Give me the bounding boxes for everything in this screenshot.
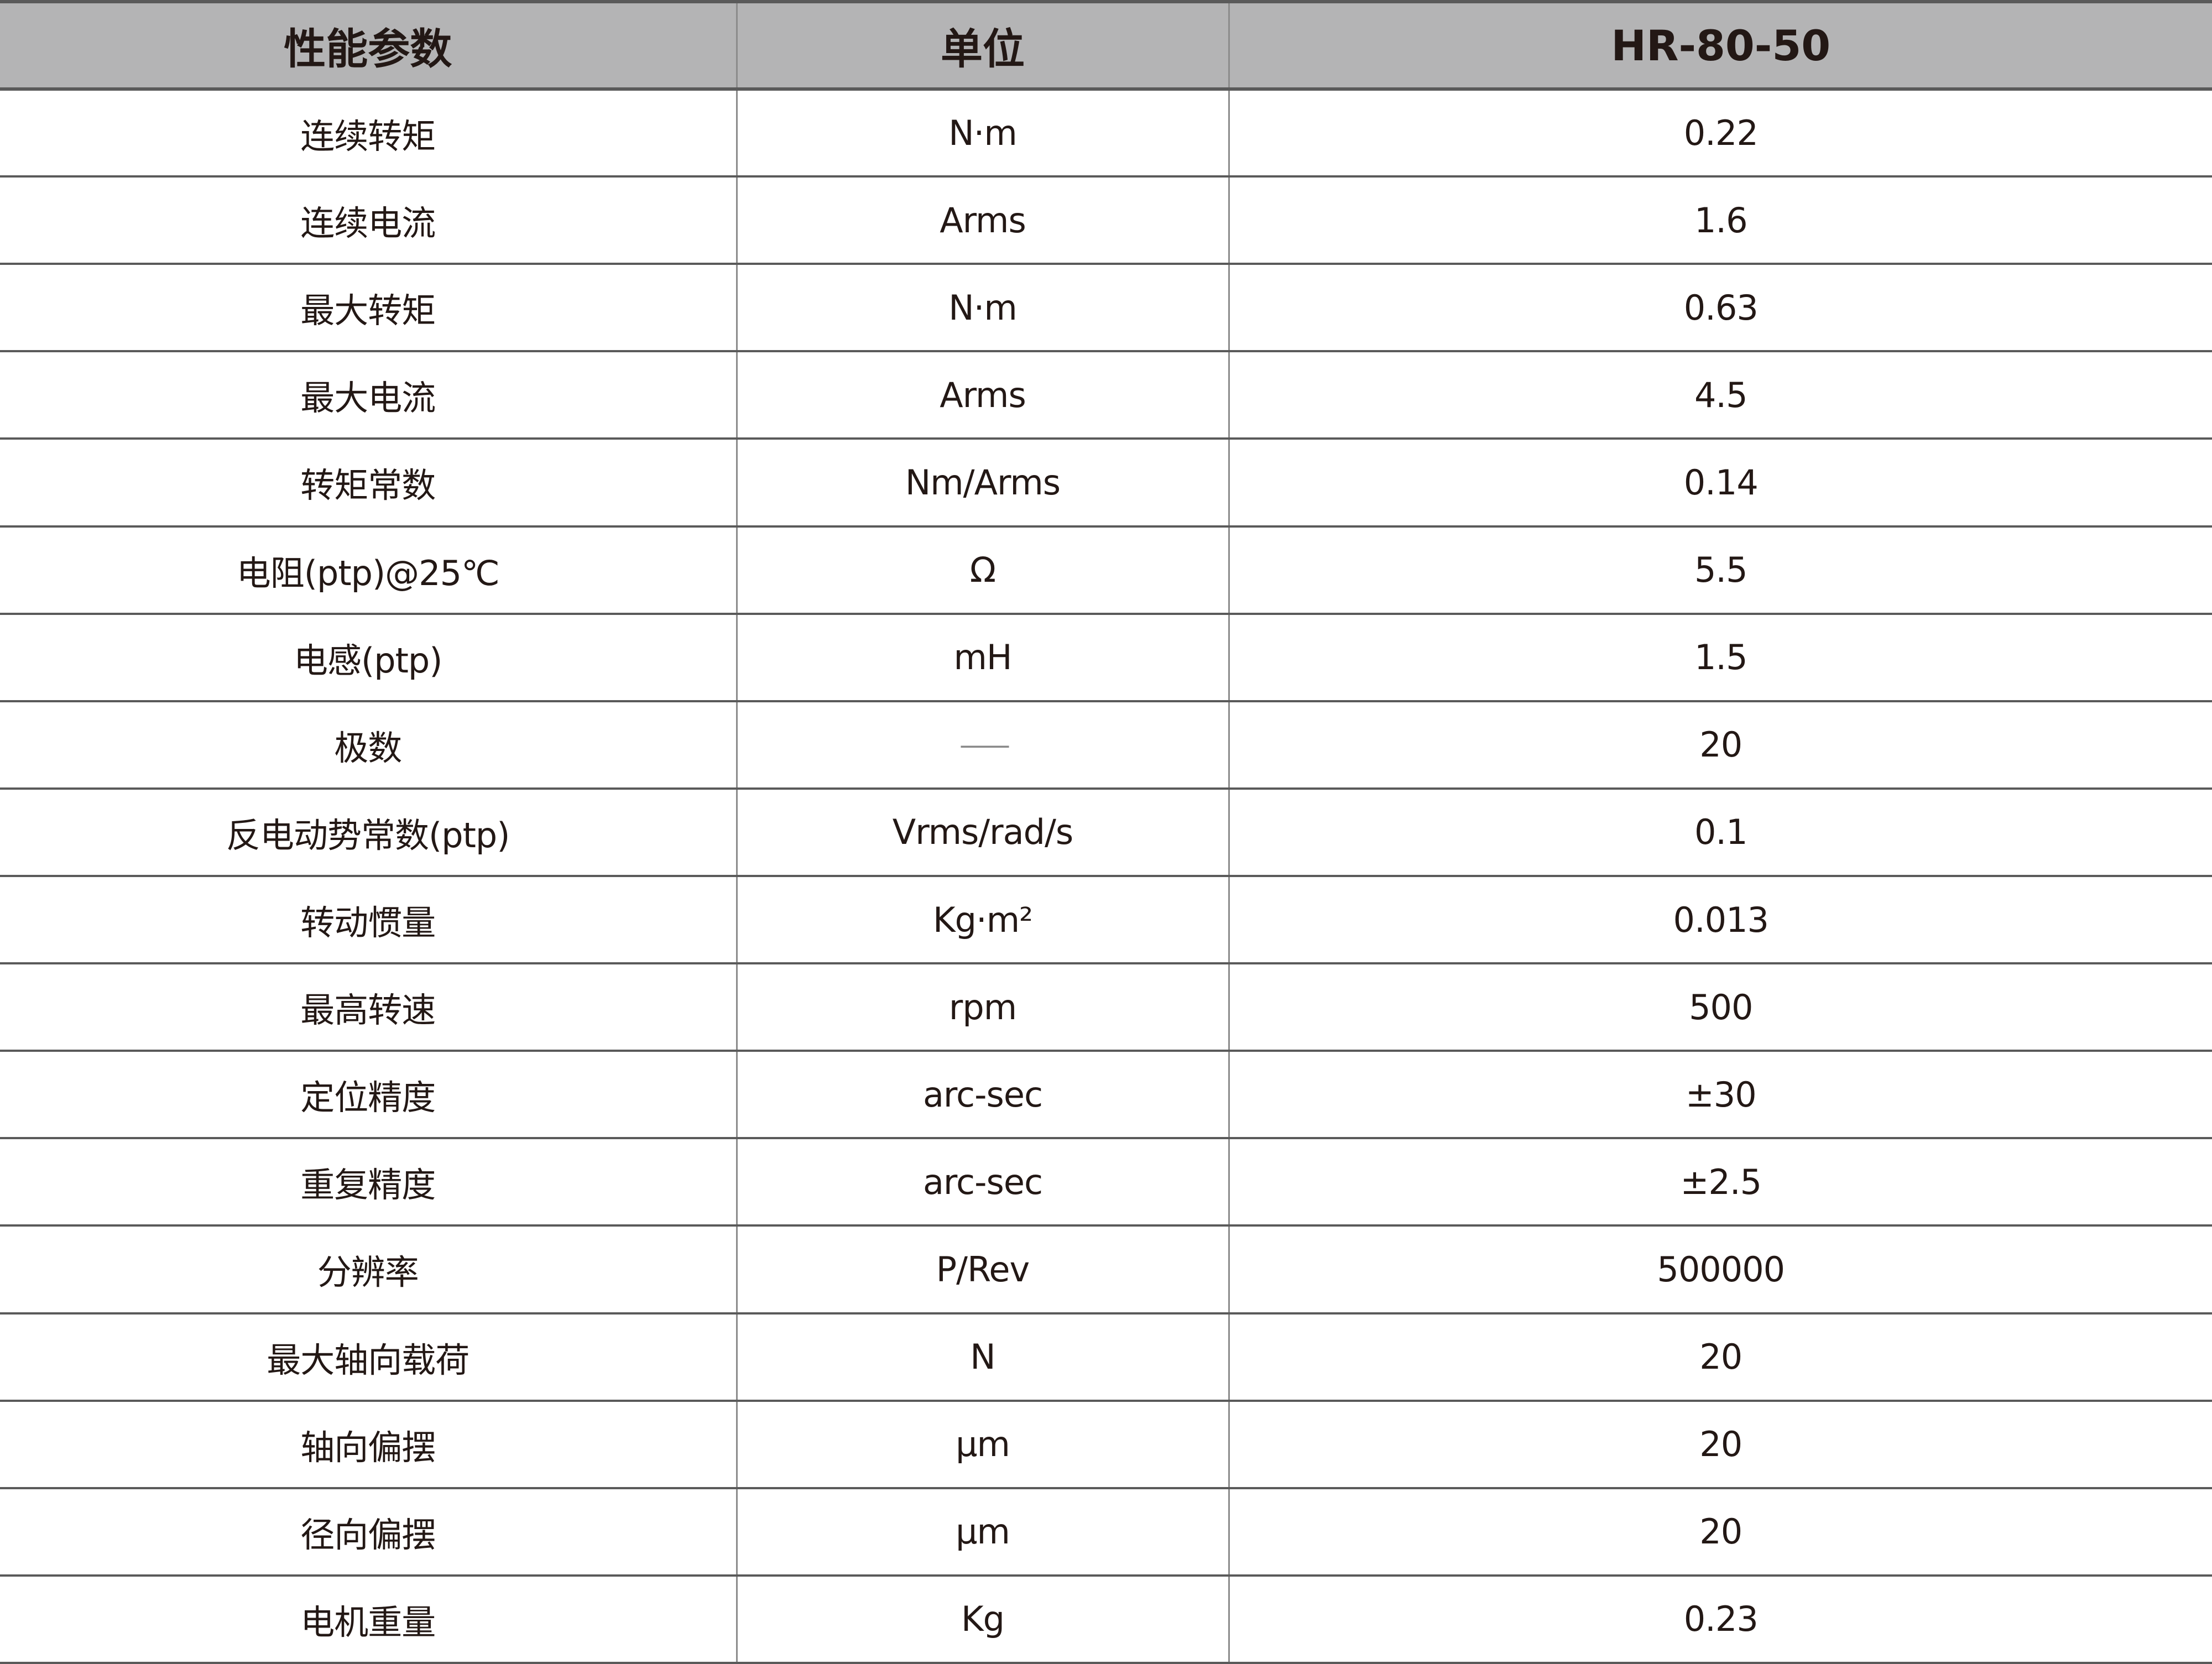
unit-cell: Arms <box>735 350 1230 440</box>
table-row: 极数 —— 20 <box>0 700 2212 790</box>
table-body: 连续转矩 N·m 0.22 连续电流 Arms 1.6 最大转矩 N·m 0.63 最大电流 Arm… <box>0 87 2212 1664</box>
table-row: 转动惯量 Kg·m² 0.013 <box>0 874 2212 965</box>
param-cell: 电机重量 <box>0 1574 738 1664</box>
param-cell: 最高转速 <box>0 962 738 1052</box>
value-cell: 5.5 <box>1228 525 2212 615</box>
param-cell: 反电动势常数(ptp) <box>0 787 738 877</box>
unit-cell: N·m <box>735 263 1230 353</box>
table-row: 电阻(ptp)@25℃ Ω 5.5 <box>0 525 2212 615</box>
table-header: 性能参数 单位 HR-80-50 <box>0 0 2212 91</box>
unit-cell: Arms <box>735 175 1230 265</box>
unit-cell: μm <box>735 1399 1230 1489</box>
header-model: HR-80-50 <box>1228 0 2212 91</box>
unit-cell: Ω <box>735 525 1230 615</box>
param-cell: 定位精度 <box>0 1050 738 1140</box>
param-cell: 电感(ptp) <box>0 612 738 702</box>
param-cell: 连续电流 <box>0 175 738 265</box>
unit-cell: Kg·m² <box>735 874 1230 965</box>
value-cell: ±30 <box>1228 1050 2212 1140</box>
table-row: 电机重量 Kg 0.23 <box>0 1574 2212 1664</box>
unit-cell: N·m <box>735 87 1230 178</box>
unit-cell: P/Rev <box>735 1224 1230 1314</box>
value-cell: 0.1 <box>1228 787 2212 877</box>
value-cell: 20 <box>1228 1399 2212 1489</box>
table-row: 径向偏摆 μm 20 <box>0 1486 2212 1577</box>
table-row: 最大轴向载荷 N 20 <box>0 1312 2212 1402</box>
unit-cell: —— <box>735 700 1230 790</box>
table-row: 电感(ptp) mH 1.5 <box>0 612 2212 702</box>
param-cell: 最大转矩 <box>0 263 738 353</box>
unit-cell: arc-sec <box>735 1137 1230 1227</box>
table-row: 轴向偏摆 μm 20 <box>0 1399 2212 1489</box>
value-cell: 20 <box>1228 700 2212 790</box>
param-cell: 最大轴向载荷 <box>0 1312 738 1402</box>
value-cell: 0.63 <box>1228 263 2212 353</box>
param-cell: 转矩常数 <box>0 437 738 528</box>
unit-cell: μm <box>735 1486 1230 1577</box>
param-cell: 电阻(ptp)@25℃ <box>0 525 738 615</box>
param-cell: 最大电流 <box>0 350 738 440</box>
param-cell: 轴向偏摆 <box>0 1399 738 1489</box>
table-row: 重复精度 arc-sec ±2.5 <box>0 1137 2212 1227</box>
param-cell: 分辨率 <box>0 1224 738 1314</box>
unit-cell: rpm <box>735 962 1230 1052</box>
unit-cell: mH <box>735 612 1230 702</box>
table-row: 最高转速 rpm 500 <box>0 962 2212 1052</box>
value-cell: 20 <box>1228 1312 2212 1402</box>
value-cell: 4.5 <box>1228 350 2212 440</box>
param-cell: 极数 <box>0 700 738 790</box>
value-cell: 1.6 <box>1228 175 2212 265</box>
value-cell: 0.23 <box>1228 1574 2212 1664</box>
header-unit: 单位 <box>735 0 1230 91</box>
table-row: 定位精度 arc-sec ±30 <box>0 1050 2212 1140</box>
unit-cell: N <box>735 1312 1230 1402</box>
header-row: 性能参数 单位 HR-80-50 <box>0 0 2212 91</box>
table-row: 最大电流 Arms 4.5 <box>0 350 2212 440</box>
value-cell: 500000 <box>1228 1224 2212 1314</box>
param-cell: 连续转矩 <box>0 87 738 178</box>
table-row: 反电动势常数(ptp) Vrms/rad/s 0.1 <box>0 787 2212 877</box>
table-row: 转矩常数 Nm/Arms 0.14 <box>0 437 2212 528</box>
value-cell: 500 <box>1228 962 2212 1052</box>
value-cell: 0.013 <box>1228 874 2212 965</box>
value-cell: 20 <box>1228 1486 2212 1577</box>
table-row: 分辨率 P/Rev 500000 <box>0 1224 2212 1314</box>
value-cell: 0.14 <box>1228 437 2212 528</box>
unit-cell: Kg <box>735 1574 1230 1664</box>
table-row: 连续电流 Arms 1.6 <box>0 175 2212 265</box>
value-cell: ±2.5 <box>1228 1137 2212 1227</box>
param-cell: 径向偏摆 <box>0 1486 738 1577</box>
table-row: 连续转矩 N·m 0.22 <box>0 87 2212 178</box>
table-row: 最大转矩 N·m 0.63 <box>0 263 2212 353</box>
unit-cell: Nm/Arms <box>735 437 1230 528</box>
value-cell: 1.5 <box>1228 612 2212 702</box>
param-cell: 转动惯量 <box>0 874 738 965</box>
param-cell: 重复精度 <box>0 1137 738 1227</box>
unit-cell: Vrms/rad/s <box>735 787 1230 877</box>
header-param: 性能参数 <box>0 0 738 91</box>
value-cell: 0.22 <box>1228 87 2212 178</box>
unit-cell: arc-sec <box>735 1050 1230 1140</box>
